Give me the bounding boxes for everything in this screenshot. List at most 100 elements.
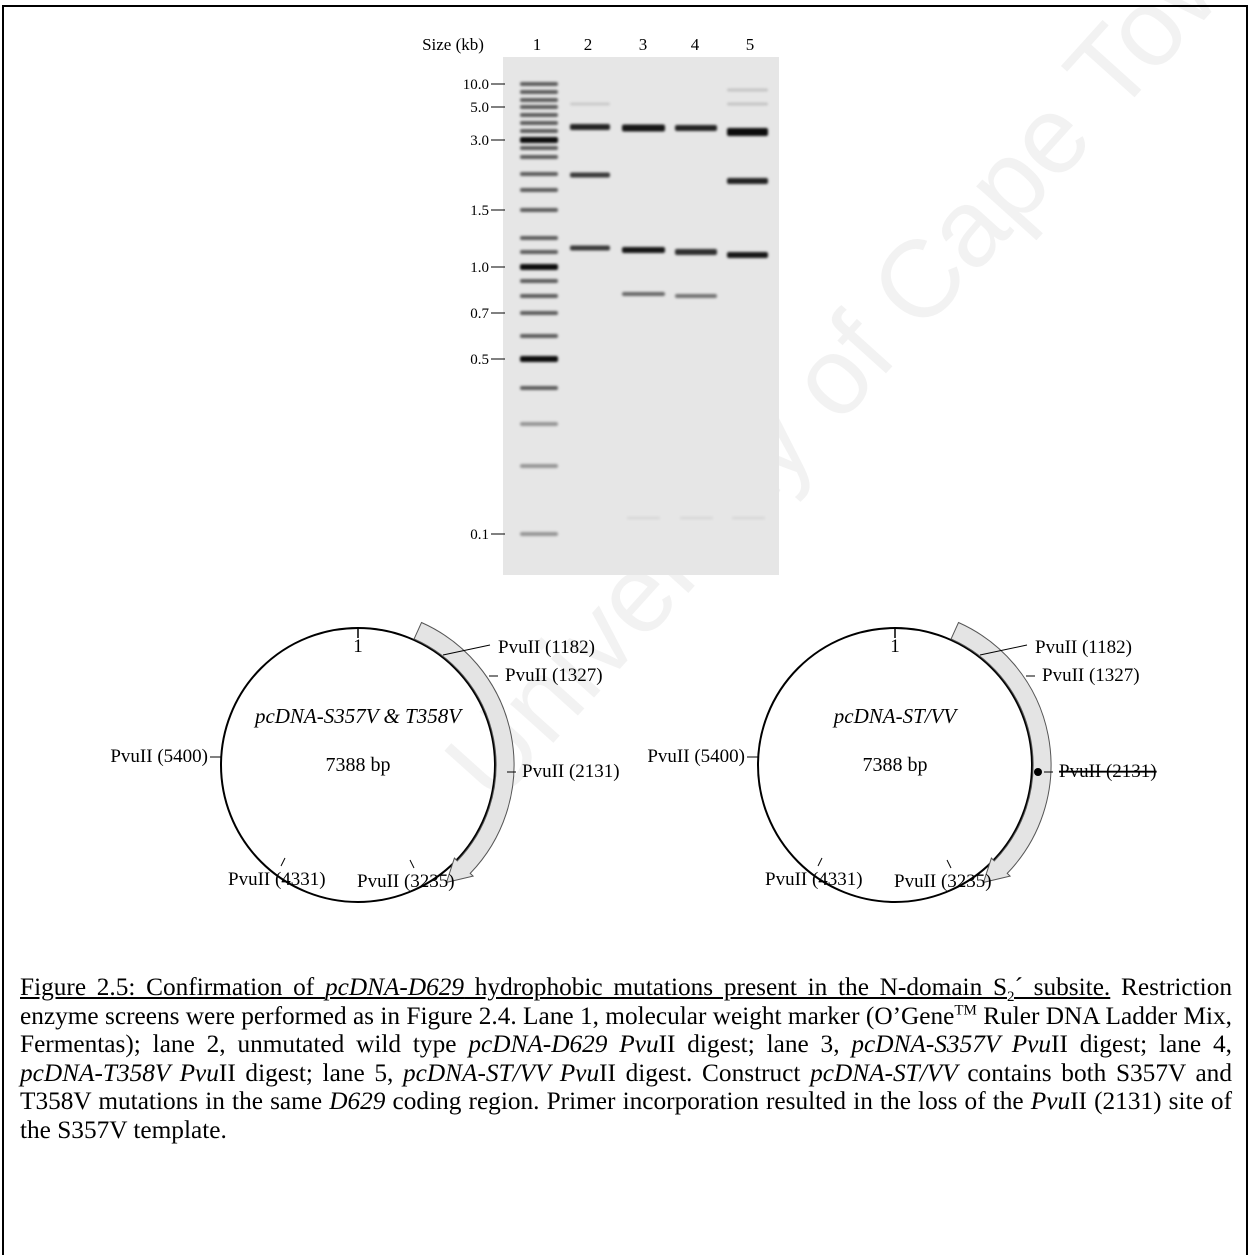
lane-label: 4	[691, 35, 700, 54]
gel-band	[570, 246, 610, 251]
caption-text: coding region. Primer incorporation resu…	[385, 1087, 1030, 1115]
gel-band	[727, 128, 768, 136]
restriction-site-label: PvuII (5400)	[647, 746, 745, 767]
size-marker-label: 0.1	[470, 527, 489, 543]
gel-band	[727, 103, 768, 106]
caption-superscript: TM	[954, 1002, 977, 1018]
gene-arrow	[951, 623, 1051, 883]
caption-text: II digest; lane 3,	[659, 1030, 852, 1058]
restriction-site-label: PvuII (4331)	[765, 869, 863, 890]
caption-text: ´ subsite.	[1015, 973, 1111, 1001]
gel-band	[520, 294, 558, 298]
plasmid-name: pcDNA-S357V & T358V	[253, 704, 463, 728]
caption-text: II digest; lane 4,	[1051, 1030, 1232, 1058]
caption-italic: pcDNA-ST/VV	[810, 1059, 958, 1087]
size-marker-label: 1.5	[470, 203, 489, 219]
origin-label: 1	[353, 636, 363, 657]
caption-italic: pcDNA-ST/VV Pvu	[403, 1059, 599, 1087]
page: {"gel": {"size_label": "Size (kb)", "lan…	[0, 0, 1252, 1244]
plasmid-size: 7388 bp	[863, 754, 928, 776]
caption-italic: pcDNA-T358V Pvu	[20, 1059, 219, 1087]
gel-band	[520, 311, 558, 315]
gel-band	[520, 386, 558, 390]
site-leader	[947, 860, 951, 868]
gel-band	[570, 103, 610, 106]
gel-band	[520, 90, 558, 94]
size-marker-label: 5.0	[470, 100, 489, 116]
gene-arrow	[414, 623, 514, 883]
gel-band	[520, 208, 558, 212]
gel-band	[520, 146, 558, 150]
restriction-site-label: PvuII (3235)	[357, 871, 455, 892]
gel-band	[520, 121, 558, 125]
gel-band	[520, 279, 558, 283]
caption-italic: D629	[329, 1087, 385, 1115]
plasmid-name: pcDNA-ST/VV	[832, 704, 959, 728]
gel-band	[520, 356, 558, 362]
caption-title: Figure 2.5: Confirmation of pcDNA-D629 h…	[20, 973, 1110, 1001]
gel-band	[520, 422, 558, 426]
gel-band	[520, 172, 558, 176]
size-marker-label: 10.0	[463, 77, 489, 93]
plasmid-size: 7388 bp	[326, 754, 391, 776]
gel-band	[520, 334, 558, 338]
gel-band	[520, 264, 558, 270]
restriction-site-label: PvuII (3235)	[894, 871, 992, 892]
gel-band	[520, 464, 558, 468]
caption-text: Figure 2.5: Confirmation of	[20, 973, 325, 1001]
lane-label: 5	[746, 35, 755, 54]
caption-italic: pcDNA-D629 Pvu	[468, 1030, 658, 1058]
gel-band	[622, 125, 665, 132]
gel-band	[520, 137, 558, 143]
gel-band	[627, 517, 660, 520]
gel-band	[520, 113, 558, 117]
lane-label: 3	[639, 35, 648, 54]
caption-italic: pcDNA-S357V Pvu	[851, 1030, 1051, 1058]
restriction-site-label: PvuII (2131)	[522, 761, 620, 782]
gel-band	[520, 532, 558, 536]
restriction-site-label: PvuII (4331)	[228, 869, 326, 890]
site-leader	[818, 858, 822, 866]
size-marker-label: 0.5	[470, 352, 489, 368]
restriction-site-label: PvuII (2131)	[1059, 761, 1157, 782]
restriction-site-label: PvuII (1327)	[1042, 665, 1140, 686]
caption-text: II digest; lane 5,	[219, 1059, 403, 1087]
caption: Figure 2.5: Confirmation of pcDNA-D629 h…	[20, 973, 1232, 1145]
origin-label: 1	[890, 636, 900, 657]
gel-band	[520, 155, 558, 159]
size-marker-label: 0.7	[470, 306, 489, 322]
gel-band	[622, 247, 665, 253]
caption-text: II digest. Construct	[599, 1059, 810, 1087]
gel-band	[675, 249, 717, 255]
gel-band	[520, 129, 558, 133]
site-leader	[410, 860, 414, 868]
lost-site-dot	[1034, 768, 1042, 776]
gel-band	[570, 124, 610, 130]
gel-band	[520, 105, 558, 109]
gel-band	[622, 292, 665, 296]
site-leader	[281, 858, 285, 866]
gel-band	[520, 250, 558, 254]
caption-italic: pcDNA-D629	[325, 973, 464, 1001]
size-marker-label: 1.0	[470, 260, 489, 276]
restriction-site-label: PvuII (1182)	[498, 637, 595, 658]
gel-band	[727, 178, 768, 184]
gel-band	[520, 236, 558, 240]
gel-band	[520, 188, 558, 192]
restriction-site-label: PvuII (1327)	[505, 665, 603, 686]
lane-label: 2	[584, 35, 593, 54]
gel-band	[680, 517, 713, 520]
gel-band	[570, 173, 610, 178]
restriction-site-label: PvuII (1182)	[1035, 637, 1132, 658]
gel-band	[520, 98, 558, 102]
gel-band	[727, 252, 768, 258]
lane-label: 1	[533, 35, 542, 54]
gel-band	[520, 82, 558, 86]
gel-band	[675, 125, 717, 131]
size-marker-label: 3.0	[470, 133, 489, 149]
caption-italic: Pvu	[1031, 1087, 1070, 1115]
gel-band	[675, 294, 717, 298]
caption-text: hydrophobic mutations present in the N-d…	[464, 973, 1007, 1001]
restriction-site-label: PvuII (5400)	[110, 746, 208, 767]
